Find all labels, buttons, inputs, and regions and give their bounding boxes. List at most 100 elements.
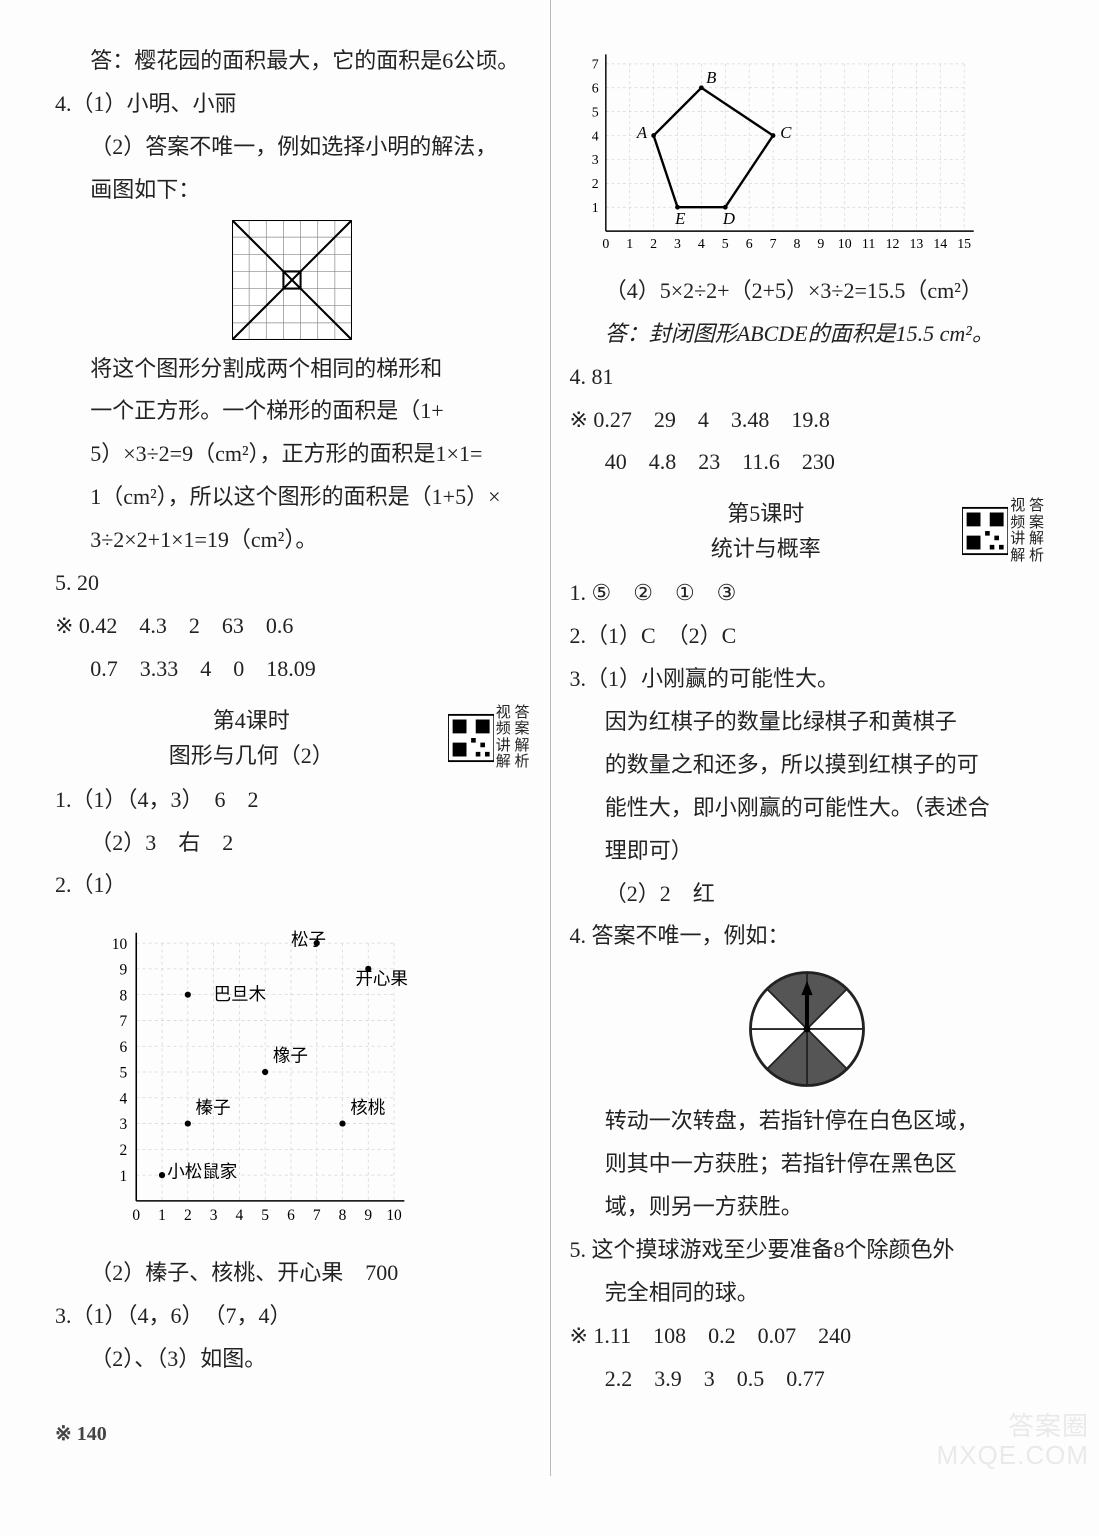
svg-text:松子: 松子 bbox=[291, 930, 326, 950]
svg-text:E: E bbox=[674, 209, 685, 228]
qr-code-icon[interactable]: 视 答 频 案 讲 解 解 析 bbox=[962, 490, 1044, 572]
q4-desc: 1（cm²），所以这个图形的面积是（1+5）× bbox=[55, 476, 530, 519]
svg-text:10: 10 bbox=[386, 1208, 402, 1225]
s4q2-label: 2.（1） bbox=[55, 872, 127, 897]
right-column: 01234567891011121314151234567ABCDE （4）5×… bbox=[570, 40, 1045, 1401]
svg-text:0: 0 bbox=[132, 1208, 140, 1225]
svg-text:C: C bbox=[780, 123, 792, 142]
section4-line2: 图形与几何（2） bbox=[55, 738, 448, 773]
svg-text:开心果: 开心果 bbox=[355, 969, 408, 989]
svg-text:7: 7 bbox=[769, 236, 776, 251]
star-row: ※ 0.42 4.3 2 63 0.6 bbox=[55, 605, 530, 648]
svg-text:2: 2 bbox=[119, 1142, 127, 1159]
star-row: 40 4.8 23 11.6 230 bbox=[570, 441, 1045, 484]
star-row: ※ 1.11 108 0.2 0.07 240 bbox=[570, 1315, 1045, 1358]
qr-label: 视 答 频 案 讲 解 解 析 bbox=[496, 705, 530, 771]
section5-header: 第5课时 统计与概率 视 答 频 案 讲 解 解 析 bbox=[570, 490, 1045, 572]
q4-2a: （2）答案不唯一，例如选择小明的解法， bbox=[55, 126, 530, 169]
svg-text:1: 1 bbox=[158, 1208, 166, 1225]
svg-text:A: A bbox=[635, 123, 647, 142]
svg-text:3: 3 bbox=[119, 1117, 127, 1134]
s4q2: 2.（1） bbox=[55, 864, 530, 907]
q4-desc: 5）×3÷2=9（cm²），正方形的面积是1×1= bbox=[55, 433, 530, 476]
q4-2b: 画图如下： bbox=[55, 169, 530, 212]
svg-text:10: 10 bbox=[837, 236, 851, 251]
svg-text:6: 6 bbox=[591, 81, 598, 96]
s5q5a: 5. 这个摸球游戏至少要准备8个除颜色外 bbox=[570, 1229, 1045, 1272]
s5q3b: 因为红棋子的数量比绿棋子和黄棋子 bbox=[570, 701, 1045, 744]
svg-text:B: B bbox=[706, 68, 716, 87]
rq4: 4. 81 bbox=[570, 356, 1045, 399]
svg-text:1: 1 bbox=[119, 1168, 127, 1185]
p4ans-text: 答：封闭图形ABCDE的面积是15.5 cm²。 bbox=[605, 321, 994, 346]
section4-header: 第4课时 图形与几何（2） 视 答 频 案 讲 解 解 析 bbox=[55, 697, 530, 779]
svg-text:8: 8 bbox=[119, 988, 127, 1005]
svg-text:D: D bbox=[721, 209, 734, 228]
star-row: ※ 0.27 29 4 3.48 19.8 bbox=[570, 399, 1045, 442]
s4q1a: 1.（1）（4，3） 6 2 bbox=[55, 779, 530, 822]
svg-text:3: 3 bbox=[210, 1208, 218, 1225]
page: 答：樱花园的面积最大，它的面积是6公顷。 4.（1）小明、小丽 （2）答案不唯一… bbox=[0, 0, 1099, 1476]
qr-code-icon[interactable]: 视 答 频 案 讲 解 解 析 bbox=[448, 697, 530, 779]
svg-text:4: 4 bbox=[591, 128, 598, 143]
section5-line1: 第5课时 bbox=[570, 496, 963, 531]
s5q3b: 理即可） bbox=[570, 830, 1045, 873]
s4q3a: 3.（1）（4，6） （7，4） bbox=[55, 1295, 530, 1338]
svg-text:4: 4 bbox=[119, 1091, 127, 1108]
svg-text:7: 7 bbox=[591, 57, 598, 72]
p4: （4）5×2÷2+（2+5）×3÷2=15.5（cm²） bbox=[570, 270, 1045, 313]
section5-title: 第5课时 统计与概率 bbox=[570, 496, 963, 566]
pentagon-grid-chart: 01234567891011121314151234567ABCDE bbox=[570, 40, 1000, 255]
section4-title: 第4课时 图形与几何（2） bbox=[55, 703, 448, 773]
svg-text:巴旦木: 巴旦木 bbox=[214, 984, 267, 1004]
svg-text:6: 6 bbox=[745, 236, 752, 251]
svg-text:3: 3 bbox=[674, 236, 681, 251]
s5q3c: （2）2 红 bbox=[570, 873, 1045, 916]
q4-desc: 一个正方形。一个梯形的面积是（1+ bbox=[55, 390, 530, 433]
svg-text:14: 14 bbox=[933, 236, 947, 251]
left-column: 答：樱花园的面积最大，它的面积是6公顷。 4.（1）小明、小丽 （2）答案不唯一… bbox=[55, 40, 530, 1401]
svg-text:榛子: 榛子 bbox=[196, 1098, 231, 1118]
s5q4b: 域，则另一方获胜。 bbox=[570, 1186, 1045, 1229]
svg-text:15: 15 bbox=[957, 236, 971, 251]
q4-1: 4.（1）小明、小丽 bbox=[55, 83, 530, 126]
square-grid-figure bbox=[232, 220, 352, 340]
svg-text:5: 5 bbox=[261, 1208, 269, 1225]
s4q3b: （2）、（3）如图。 bbox=[55, 1338, 530, 1381]
svg-text:0: 0 bbox=[602, 236, 609, 251]
spinner-figure bbox=[742, 964, 872, 1094]
section4-line1: 第4课时 bbox=[55, 703, 448, 738]
s4q2b: （2）榛子、核桃、开心果 700 bbox=[55, 1252, 530, 1295]
svg-text:7: 7 bbox=[119, 1013, 127, 1030]
svg-text:4: 4 bbox=[236, 1208, 244, 1225]
answer-text: 答：樱花园的面积最大，它的面积是6公顷。 bbox=[55, 40, 530, 83]
svg-text:5: 5 bbox=[721, 236, 728, 251]
svg-text:2: 2 bbox=[184, 1208, 192, 1225]
svg-text:11: 11 bbox=[861, 236, 874, 251]
svg-text:2: 2 bbox=[591, 176, 598, 191]
s5q3b: 的数量之和还多，所以摸到红棋子的可 bbox=[570, 744, 1045, 787]
svg-text:3: 3 bbox=[591, 152, 598, 167]
svg-text:8: 8 bbox=[793, 236, 800, 251]
svg-text:8: 8 bbox=[339, 1208, 347, 1225]
s5q3a: 3.（1）小刚赢的可能性大。 bbox=[570, 658, 1045, 701]
q5: 5. 20 bbox=[55, 562, 530, 605]
q4-desc: 将这个图形分割成两个相同的梯形和 bbox=[55, 348, 530, 391]
svg-text:12: 12 bbox=[885, 236, 899, 251]
svg-text:2: 2 bbox=[650, 236, 657, 251]
column-divider bbox=[550, 0, 551, 1476]
svg-text:9: 9 bbox=[817, 236, 824, 251]
svg-text:橡子: 橡子 bbox=[273, 1046, 308, 1066]
p4ans: 答：封闭图形ABCDE的面积是15.5 cm²。 bbox=[570, 313, 1045, 356]
qr-label: 视 答 频 案 讲 解 解 析 bbox=[1010, 498, 1044, 564]
svg-text:1: 1 bbox=[591, 200, 598, 215]
s5q4b: 转动一次转盘，若指针停在白色区域， bbox=[570, 1100, 1045, 1143]
s5q4b: 则其中一方获胜；若指针停在黑色区 bbox=[570, 1143, 1045, 1186]
svg-text:4: 4 bbox=[697, 236, 704, 251]
svg-text:小松鼠家: 小松鼠家 bbox=[167, 1162, 237, 1182]
svg-text:7: 7 bbox=[313, 1208, 321, 1225]
svg-text:9: 9 bbox=[364, 1208, 372, 1225]
svg-text:10: 10 bbox=[112, 936, 128, 953]
s4q1b: （2）3 右 2 bbox=[55, 822, 530, 865]
svg-text:13: 13 bbox=[909, 236, 923, 251]
